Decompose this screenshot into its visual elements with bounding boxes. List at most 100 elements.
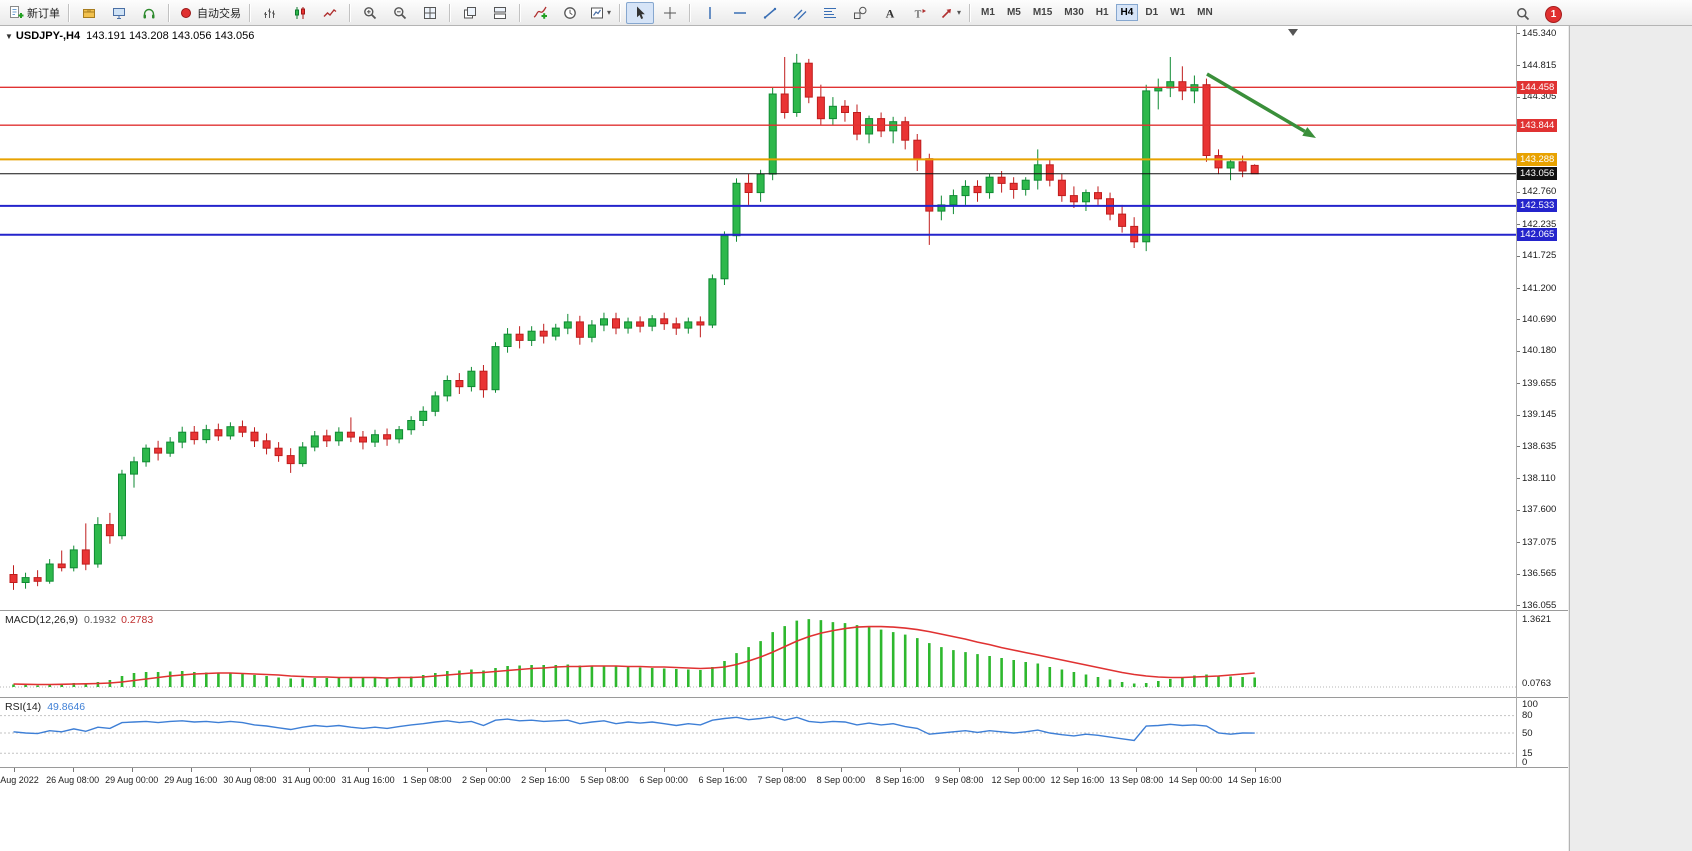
cascade-windows-button[interactable] [456,2,484,24]
fibonacci-button[interactable] [816,2,844,24]
axis-tick [1517,605,1520,606]
dropdown-arrow-icon[interactable]: ▾ [607,8,612,17]
text-icon: A [886,6,895,20]
axis-tick [1517,414,1520,416]
time-axis-label: 1 Sep 08:00 [402,775,452,785]
timeframe-w1-button[interactable]: W1 [1170,7,1186,18]
main-toolbar: 新订单 自动交易 ▾ A T ▾ M1 M5 M15 M30 H1 H4 D1 W1 MN 1 [0,0,1692,26]
horizontal-level-lines[interactable] [0,86,1516,236]
axis-tick [1517,478,1520,480]
tile-horizontal-icon [494,6,506,19]
rsi-pane[interactable]: RSI(14) 49.8646 100 80 50 15 0 [0,697,1568,767]
new-order-button[interactable]: 新订单 [5,2,63,24]
time-axis-label: 12 Sep 16:00 [1050,775,1105,785]
timeframe-h4-button[interactable]: H4 [1115,4,1139,21]
timeframe-mn-button[interactable]: MN [1197,7,1213,18]
sounds-button[interactable] [135,2,163,24]
notification-badge[interactable]: 1 [1545,5,1562,23]
axis-tick [1517,288,1520,290]
time-axis-label: 6 Sep 16:00 [698,775,747,785]
price-tag: 143.844 [1517,118,1558,132]
line-chart-button[interactable] [316,2,344,24]
price-tag: 143.288 [1517,152,1558,166]
time-axis-label: 14 Sep 00:00 [1168,775,1223,785]
price-axis-label: 137.075 [1522,536,1557,548]
macd-axis-label: 0.0763 [1522,677,1552,689]
axis-tick [1517,255,1520,257]
text-button[interactable]: A [876,2,904,24]
price-tag: 142.533 [1517,199,1558,213]
search-icon[interactable] [1509,3,1537,25]
timeframe-m5-button[interactable]: M5 [1006,7,1021,18]
rsi-axis-label: 80 [1522,710,1533,722]
arrows-icon [941,8,952,18]
time-tick [1195,768,1197,772]
period-button[interactable] [556,2,584,24]
text-label-button[interactable]: T [906,2,934,24]
auto-trading-button[interactable]: 自动交易 [175,2,244,24]
chart-shift-marker[interactable] [1288,29,1298,36]
dropdown-arrow-icon[interactable]: ▾ [957,8,962,17]
price-axis-label: 138.635 [1522,440,1557,452]
toolbar-buttons: 新订单 自动交易 ▾ A T ▾ [4,1,965,24]
time-axis-label: 2 Sep 00:00 [462,775,511,785]
timeframe-h1-button[interactable]: H1 [1095,7,1109,18]
time-axis-label: 31 Aug 16:00 [341,775,395,785]
rsi-line [13,716,1255,742]
ohlc-values: 143.191 143.208 143.056 143.056 [86,30,255,42]
trend-arrow-annotation[interactable] [1206,72,1316,138]
vertical-line-button[interactable] [696,2,724,24]
timeframe-toolbar: M1 M5 M15 M30 H1 H4 D1 W1 MN [965,3,1219,22]
candlestick-chart-button[interactable] [286,2,314,24]
crosshair-button[interactable] [656,2,684,24]
shapes-button[interactable] [846,2,874,24]
auto-trading-label: 自动交易 [197,7,241,20]
time-tick [663,768,665,772]
data-window-button[interactable] [105,2,133,24]
timeframe-m1-button[interactable]: M1 [981,7,995,18]
bar-chart-button[interactable] [256,2,284,24]
axis-tick [1517,446,1520,448]
time-tick [1018,768,1020,772]
auto-trading-icon [181,7,191,18]
horizontal-line-button[interactable] [726,2,754,24]
axis-tick [1517,383,1520,385]
time-tick [1077,768,1079,772]
timeframe-m15-button[interactable]: M15 [1032,7,1053,18]
price-axis-label: 140.180 [1522,345,1557,357]
macd-pane[interactable]: MACD(12,26,9) 0.1932 0.2783 1.3621 0.0763 [0,610,1568,697]
toolbar-separator [519,3,521,22]
macd-label: MACD(12,26,9) 0.1932 0.2783 [5,614,153,626]
market-watch-button[interactable] [75,2,103,24]
line-chart-icon [323,8,337,17]
time-axis[interactable]: 25 Aug 2022 26 Aug 08:00 29 Aug 00:00 29 Au… [0,767,1568,792]
rsi-axis-label: 15 [1522,747,1533,759]
macd-histogram [12,619,1256,687]
toolbar-separator [349,3,351,22]
crosshair-icon [664,6,677,19]
indicators-button[interactable] [526,2,554,24]
trendline-button[interactable] [756,2,784,24]
zoom-out-button[interactable] [386,2,414,24]
time-tick [190,768,192,772]
time-tick [368,768,370,772]
timeframe-m30-button[interactable]: M30 [1064,7,1084,18]
price-axis-label: 136.055 [1522,599,1557,611]
zoom-in-button[interactable] [356,2,384,24]
zoom-out-icon [394,6,407,19]
toolbar-separator [689,3,692,22]
tile-windows-button[interactable] [416,2,444,24]
time-tick [427,768,429,772]
templates-button[interactable]: ▾ [586,2,614,24]
time-tick [604,768,606,772]
price-axis-label: 142.760 [1522,186,1557,198]
timeframe-d1-button[interactable]: D1 [1145,7,1159,18]
collapse-arrow-icon[interactable]: ▼ [5,32,13,41]
price-chart-pane[interactable]: ▼ USDJPY-,H4 143.191 143.208 143.056 143.0… [0,26,1568,610]
tile-horizontal-button[interactable] [486,2,514,24]
candlestick-chart [0,29,1516,590]
cursor-button[interactable] [626,1,655,24]
rsi-value: 49.8646 [47,701,86,713]
equidistant-channel-button[interactable] [786,2,814,24]
arrows-button[interactable]: ▾ [936,2,964,24]
